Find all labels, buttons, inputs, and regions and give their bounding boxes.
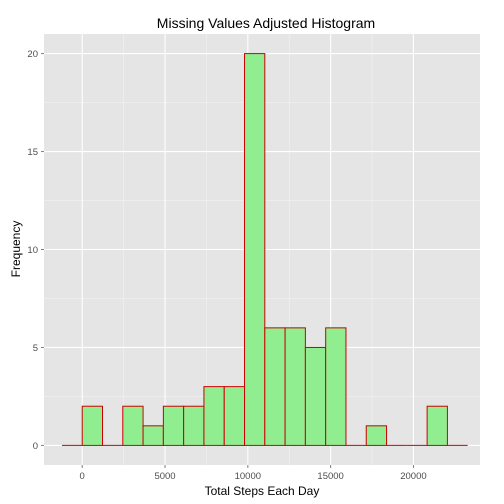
- histogram-bar: [325, 327, 347, 446]
- x-axis-ticks: 0 5000 10000 15000 20000: [80, 465, 427, 482]
- histogram-bar: [203, 386, 225, 446]
- histogram-bar: [81, 405, 103, 446]
- histogram-bar: [365, 425, 388, 446]
- x-tick-label: 0: [80, 471, 85, 482]
- y-tick-label: 20: [27, 49, 38, 60]
- histogram-bar: [284, 327, 306, 446]
- chart-title: Missing Values Adjusted Histogram: [157, 15, 375, 31]
- y-tick-label: 10: [27, 245, 38, 256]
- histogram-bar: [244, 53, 266, 446]
- histogram-bar: [264, 327, 286, 446]
- histogram-bars: [61, 53, 468, 446]
- x-tick-label: 10000: [235, 471, 261, 482]
- x-tick-label: 15000: [317, 471, 343, 482]
- y-axis-label: Frequency: [9, 221, 23, 278]
- y-tick-label: 5: [33, 343, 38, 354]
- histogram-bar: [122, 405, 144, 446]
- x-tick-label: 5000: [154, 471, 175, 482]
- y-tick-label: 0: [33, 441, 38, 452]
- y-axis-ticks: 0 5 10 15 20: [27, 49, 44, 452]
- histogram-bar: [304, 346, 327, 446]
- y-tick-label: 15: [27, 147, 38, 158]
- histogram-bar: [426, 405, 448, 446]
- histogram-bar: [162, 405, 185, 446]
- histogram-bar: [183, 405, 205, 446]
- x-axis-label: Total Steps Each Day: [205, 484, 320, 498]
- x-tick-label: 20000: [400, 471, 426, 482]
- histogram-bar: [223, 386, 246, 446]
- histogram-bar: [142, 425, 164, 446]
